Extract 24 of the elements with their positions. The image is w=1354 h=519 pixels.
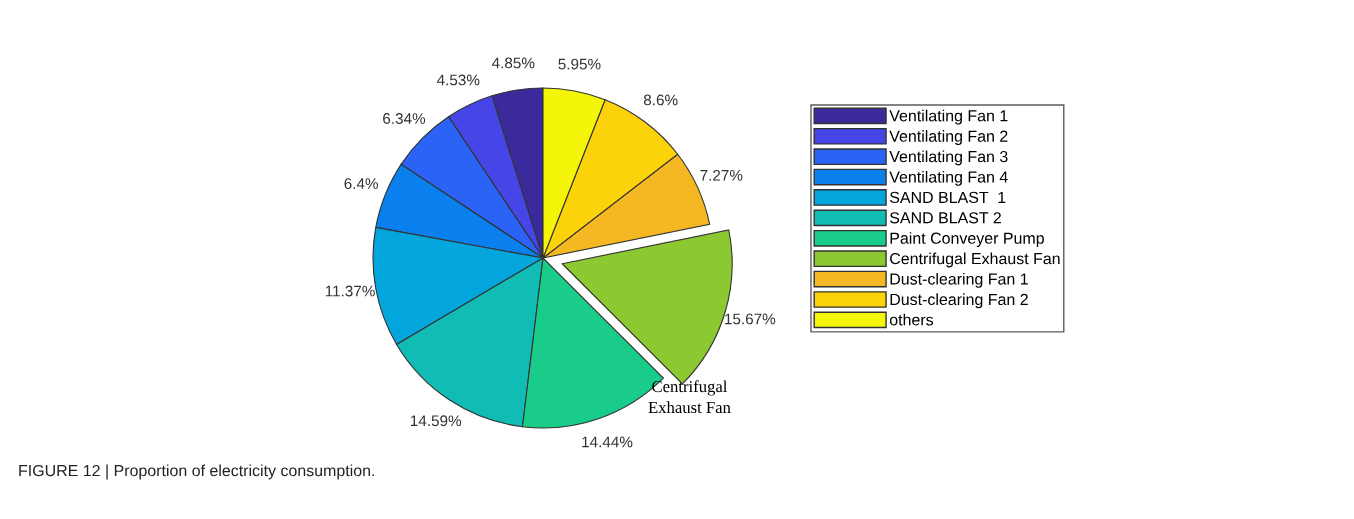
legend-label: Ventilating Fan 2 (889, 130, 1008, 145)
legend-label: Dust-clearing Fan 1 (890, 272, 1028, 288)
data-label: 5.95% (558, 58, 601, 70)
legend-label: others (889, 313, 934, 326)
data-label: 4.85% (491, 57, 535, 69)
data-label: 7.27% (700, 169, 743, 181)
data-label: 11.37% (325, 285, 375, 297)
data-label: 4.53% (436, 74, 480, 86)
data-label: 14.59% (410, 415, 462, 427)
legend-label: SAND BLAST 1 (889, 191, 1006, 204)
data-label: 6.4% (344, 178, 379, 190)
legend-label: Ventilating Fan 3 (889, 150, 1008, 166)
legend-label: Centrifugal Exhaust Fan (890, 252, 1060, 268)
legend-label: Ventilating Fan 1 (889, 109, 1008, 125)
legend-label: Dust-clearing Fan 2 (890, 293, 1028, 309)
data-label: 15.67% (725, 313, 776, 325)
legend-label: SAND BLAST 2 (889, 212, 1001, 224)
slice-label: Centrifugal Exhaust Fan (648, 380, 731, 414)
caption: FIGURE 12 | Proportion of electricity consumption. (19, 464, 374, 480)
data-label: 6.34% (383, 113, 426, 124)
data-label: 14.44% (582, 436, 633, 448)
legend-label: Ventilating Fan 4 (889, 170, 1008, 186)
legend-label: Paint Conveyer Pump (890, 232, 1044, 248)
data-label: 8.6% (643, 94, 678, 106)
